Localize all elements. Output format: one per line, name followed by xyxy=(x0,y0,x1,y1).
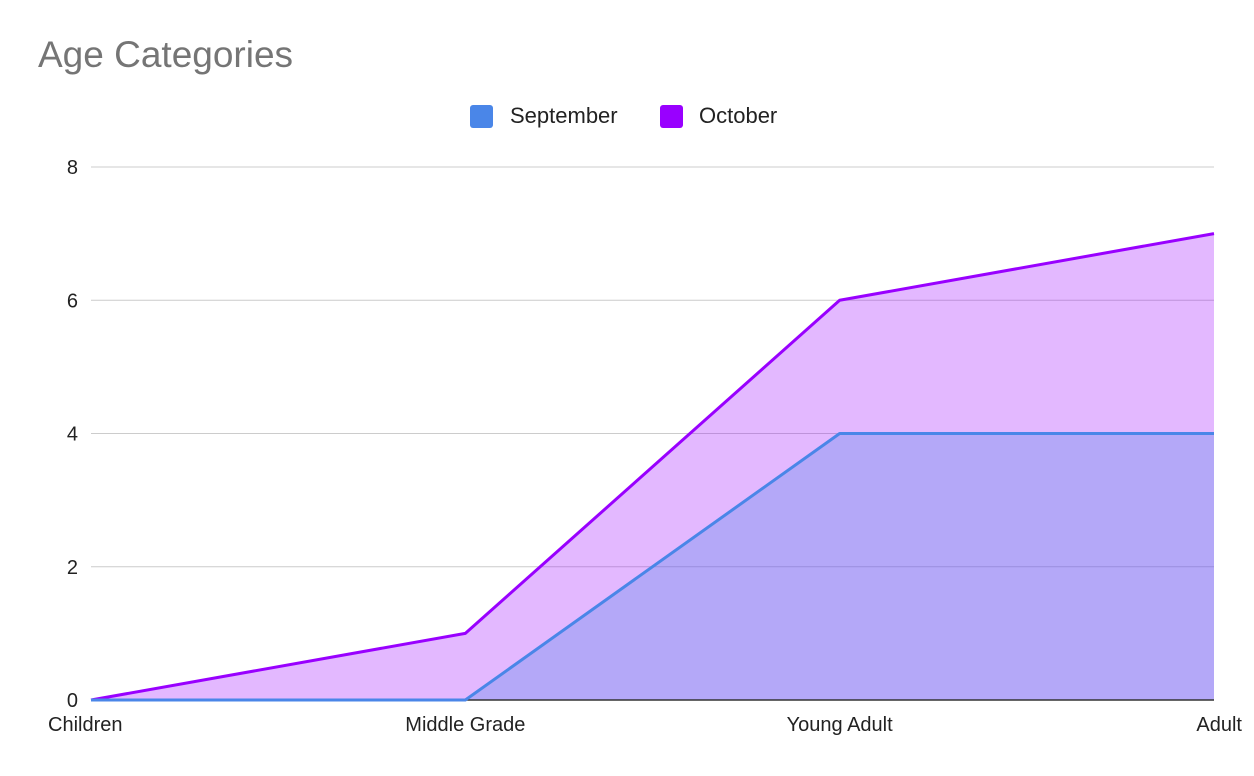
y-tick-label: 2 xyxy=(67,557,78,579)
area-october xyxy=(91,233,1214,700)
y-tick-label: 0 xyxy=(67,690,78,712)
line-september xyxy=(91,432,1214,702)
legend-swatch-october xyxy=(660,105,683,128)
legend-swatch-september xyxy=(470,105,493,128)
x-tick-label: Children xyxy=(48,714,122,736)
y-tick-label: 6 xyxy=(67,290,78,312)
x-tick-label: Young Adult xyxy=(787,714,893,736)
legend-label-october: October xyxy=(699,103,777,128)
chart-title: Age Categories xyxy=(38,34,294,75)
area-september xyxy=(91,433,1214,700)
y-tick-label: 8 xyxy=(67,157,78,179)
line-october xyxy=(90,232,1215,702)
legend-label-september: September xyxy=(510,103,618,128)
x-tick-label: Adult xyxy=(1196,714,1242,736)
x-tick-label: Middle Grade xyxy=(405,714,525,736)
y-tick-label: 4 xyxy=(67,424,78,446)
